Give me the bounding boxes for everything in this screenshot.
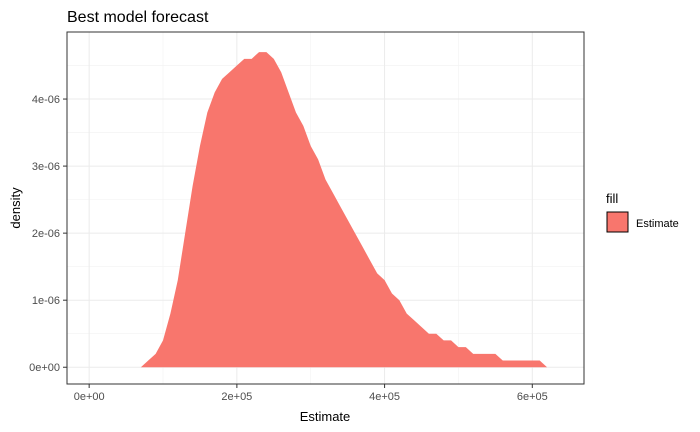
density-area-estimate [126,52,555,368]
y-tick-label: 1e-06 [32,295,60,307]
x-tick-label: 0e+00 [74,391,105,403]
x-axis-title: Estimate [300,409,351,424]
plot-border [66,31,585,385]
y-tick-label: 3e-06 [32,161,60,173]
y-tick-label: 4e-06 [32,94,60,106]
legend-label-estimate: Estimate [636,218,679,230]
x-tick-label: 4e+05 [369,391,400,403]
x-tick-label: 2e+05 [221,391,252,403]
density-area-layer [126,52,555,368]
axis-ticks: 0e+00 2e+05 4e+05 6e+05 0e+00 1e-06 2e-06 3e-06… [29,94,548,403]
legend-title: fill [606,191,618,206]
legend: fill Estimate [606,191,679,233]
y-axis-title: density [8,187,23,229]
y-tick-label: 0e+00 [29,362,60,374]
chart-title: Best model forecast [67,9,209,26]
x-tick-label: 6e+05 [517,391,548,403]
legend-key-estimate [606,211,629,233]
y-tick-label: 2e-06 [32,228,60,240]
